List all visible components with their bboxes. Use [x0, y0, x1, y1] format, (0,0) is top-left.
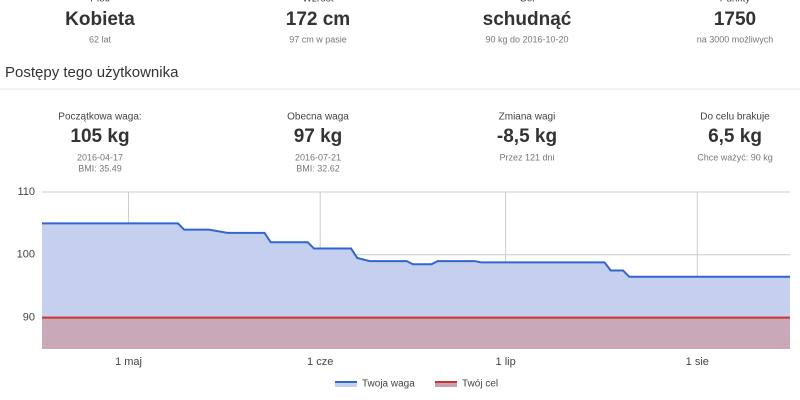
section-title: Postępy tego użytkownika	[5, 64, 179, 81]
stat-value: 1750	[714, 9, 756, 30]
line	[42, 222, 790, 278]
y-tick-label: 90	[23, 312, 35, 324]
stat-value: Kobieta	[65, 9, 135, 30]
x-tick-label: 1 maj	[115, 356, 142, 368]
card-value: -8,5 kg	[497, 126, 557, 147]
card-note: Chce ważyć: 90 kg	[697, 152, 773, 162]
stat-label: Punkty	[720, 0, 751, 5]
card-value: 6,5 kg	[708, 126, 762, 147]
card-label: Początkowa waga:	[58, 112, 141, 123]
card-note: 2016-07-21	[295, 152, 341, 162]
area	[42, 317, 790, 349]
stat-note: 62 lat	[89, 34, 112, 44]
card-note: Przez 121 dni	[499, 152, 554, 162]
card-label: Obecna waga	[287, 112, 349, 123]
legend-label: Twoja waga	[362, 379, 415, 390]
card-note: BMI: 35.49	[78, 163, 122, 173]
stat-value: 172 cm	[286, 9, 350, 30]
stat-label: Cel	[519, 0, 534, 5]
card-value: 105 kg	[70, 126, 129, 147]
x-tick-label: 1 sie	[686, 356, 709, 368]
x-tick-label: 1 cze	[307, 356, 333, 368]
stat-label: Płeć	[90, 0, 109, 5]
stat-note: na 3000 możliwych	[697, 34, 774, 44]
stat-label: Wzrost	[302, 0, 333, 5]
chart: 90 100 110 1 maj 1 cze 1 lip 1 sie Twoja waga Tw…	[17, 186, 790, 390]
card-note: BMI: 32.62	[296, 163, 340, 173]
card-label: Do celu brakuje	[700, 112, 770, 123]
stat-note: 97 cm w pasie	[289, 34, 347, 44]
card-note: 2016-04-17	[77, 152, 123, 162]
card-value: 97 kg	[294, 126, 343, 147]
legend-swatch	[335, 381, 357, 387]
x-tick-label: 1 lip	[496, 356, 516, 368]
y-tick-label: 100	[17, 249, 35, 261]
legend-swatch	[435, 381, 457, 387]
y-tick-label: 110	[17, 186, 35, 198]
card-label: Zmiana wagi	[499, 112, 556, 123]
legend-label: Twój cel	[462, 379, 498, 390]
stat-value: schudnąć	[483, 9, 572, 30]
stat-note: 90 kg do 2016-10-20	[485, 34, 568, 44]
